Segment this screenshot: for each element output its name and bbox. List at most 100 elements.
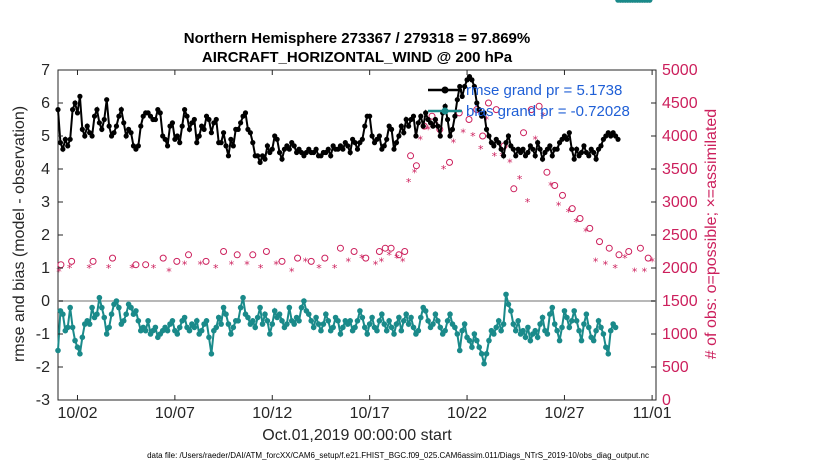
- rmse-point: [257, 159, 263, 165]
- bias-point: [108, 311, 115, 318]
- bias-point: [269, 321, 276, 327]
- bias-point: [203, 318, 210, 324]
- rmse-point: [530, 146, 536, 152]
- rmse-point: [391, 146, 397, 152]
- bias-point: [330, 324, 336, 331]
- rmse-point: [291, 143, 297, 149]
- obs-assimilated-point: *: [573, 216, 579, 229]
- rmse-point: [510, 146, 516, 152]
- legend-rmse-marker: [441, 86, 449, 94]
- obs-assimilated-point: *: [540, 110, 546, 123]
- rmse-point: [325, 146, 331, 152]
- bias-point: [337, 331, 344, 337]
- bias-point: [89, 304, 95, 311]
- rmse-point: [218, 140, 224, 146]
- obs-assimilated-point: *: [229, 259, 235, 272]
- rmse-point: [503, 140, 509, 146]
- obs-assimilated-point: *: [182, 259, 188, 272]
- y-left-tick-label: -2: [36, 359, 50, 376]
- rmse-point: [96, 120, 102, 126]
- bias-point: [583, 311, 590, 318]
- bias-point: [466, 337, 473, 344]
- rmse-point: [345, 143, 351, 149]
- bias-point: [254, 314, 261, 321]
- rmse-point: [593, 156, 599, 162]
- bias-point: [315, 321, 322, 327]
- bias-point: [607, 327, 614, 334]
- obs-assimilated-point: *: [213, 262, 219, 275]
- bias-point: [573, 318, 580, 324]
- bias-point: [296, 318, 302, 324]
- rmse-point: [225, 153, 232, 159]
- obs-possible-point: [407, 152, 415, 160]
- x-tick-label: 10/17: [350, 405, 390, 422]
- bias-point: [198, 327, 205, 334]
- bias-point: [491, 331, 497, 337]
- rmse-point: [286, 146, 292, 152]
- bias-point: [386, 318, 392, 324]
- rmse-point: [169, 120, 176, 126]
- obs-assimilated-point: *: [345, 255, 351, 268]
- bias-point: [461, 321, 468, 327]
- obs-assimilated-point: *: [394, 252, 400, 265]
- bias-point: [508, 308, 514, 314]
- bias-point: [354, 318, 361, 324]
- bias-point: [113, 298, 120, 304]
- obs-possible-point: [185, 251, 193, 259]
- rmse-point: [496, 140, 502, 146]
- bias-point: [357, 308, 363, 314]
- x-axis-label: Oct.01,2019 00:00:00 start: [262, 427, 452, 444]
- bias-point: [590, 337, 597, 344]
- obs-possible-point: [336, 244, 344, 252]
- bias-point: [310, 324, 317, 331]
- bias-point: [495, 318, 502, 324]
- bias-point: [544, 331, 551, 337]
- rmse-series: [55, 0, 653, 166]
- y-right-tick-label: 2500: [662, 227, 698, 244]
- bias-point: [556, 337, 563, 344]
- bias-point: [72, 337, 78, 344]
- rmse-point: [94, 107, 100, 113]
- rmse-point: [328, 153, 334, 159]
- bias-point: [527, 337, 534, 344]
- rmse-point: [162, 136, 168, 142]
- obs-assimilated-point: *: [517, 173, 523, 186]
- obs-possible-point: [568, 205, 576, 213]
- bias-point: [152, 324, 159, 331]
- obs-assimilated-point: *: [470, 130, 476, 143]
- rmse-point: [581, 143, 587, 149]
- legend-bias-marker: [441, 107, 449, 115]
- obs-possible-point: [109, 254, 117, 262]
- obs-assimilated-point: *: [406, 176, 412, 189]
- bias-point: [430, 321, 436, 327]
- rmse-point: [106, 123, 112, 129]
- bias-point: [576, 327, 582, 334]
- rmse-point: [437, 133, 443, 139]
- bias-point: [598, 324, 604, 331]
- y-left-tick-label: 7: [41, 62, 50, 79]
- x-tick-label: 11/01: [633, 405, 672, 422]
- bias-point: [237, 304, 244, 311]
- bias-point: [176, 324, 183, 331]
- bias-point: [60, 311, 66, 318]
- rmse-point: [459, 93, 465, 99]
- obs-possible-point: [644, 254, 652, 262]
- bias-point: [364, 331, 371, 337]
- obs-possible-point: [142, 261, 150, 269]
- bias-point: [208, 351, 215, 357]
- obs-possible-point: [625, 248, 633, 255]
- obs-assimilated-point: *: [583, 226, 589, 239]
- bias-point: [228, 331, 234, 337]
- rmse-point: [276, 149, 283, 156]
- bias-point: [522, 334, 529, 341]
- bias-point: [215, 314, 222, 321]
- bias-point: [249, 318, 256, 324]
- obs-assimilated-point: *: [258, 262, 264, 275]
- rmse-point: [586, 153, 592, 159]
- rmse-point: [403, 116, 409, 123]
- bias-point: [169, 318, 176, 324]
- axes-ticks: 10/02 10/07 10/12 10/17 10/22 10/27 11/01 -3 -2 -…: [36, 62, 698, 422]
- bias-point: [164, 327, 171, 334]
- bias-point: [335, 318, 341, 324]
- rmse-point: [481, 110, 487, 116]
